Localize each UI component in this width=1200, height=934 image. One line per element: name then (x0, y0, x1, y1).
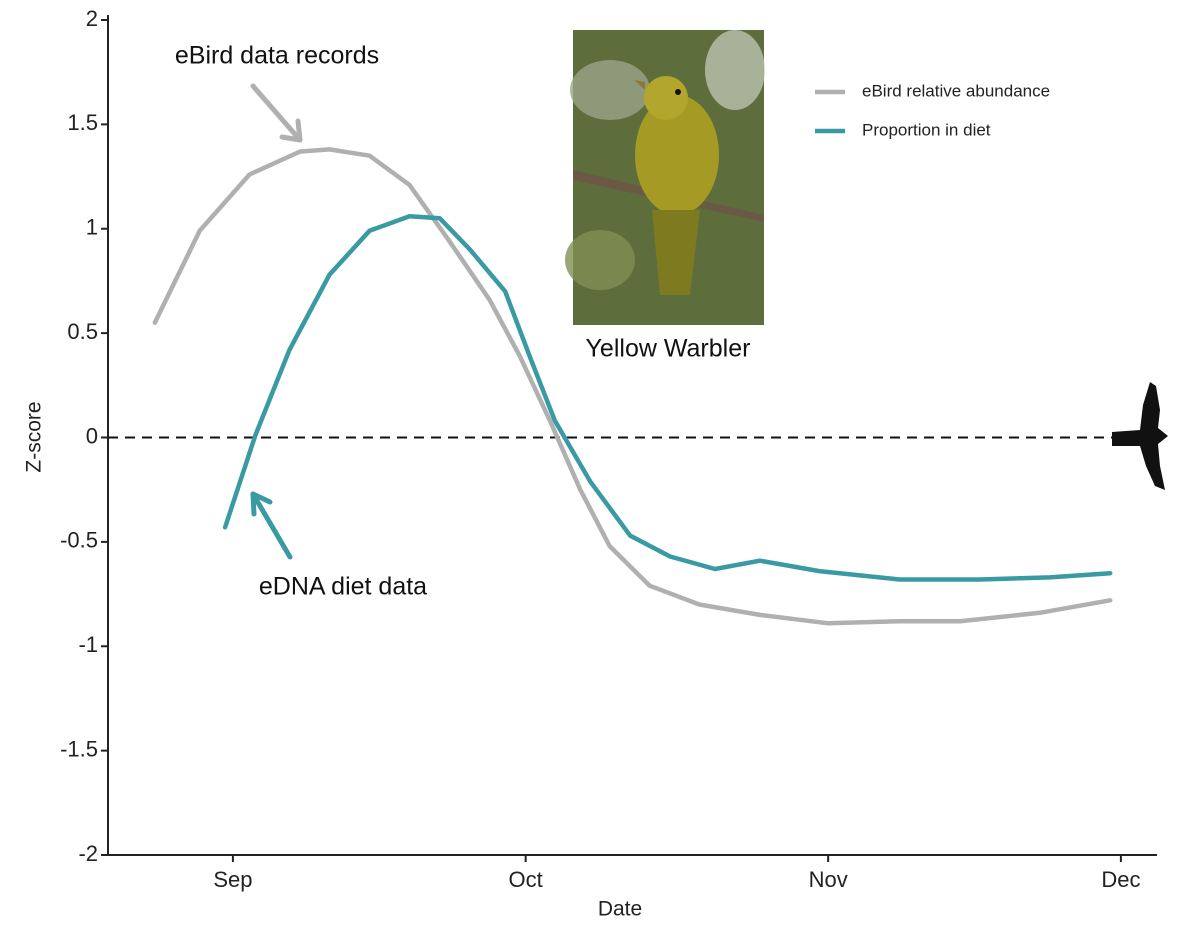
bird-photo (565, 30, 765, 325)
y-tick-label: -0.5 (60, 528, 98, 553)
y-axis-title: Z-score (23, 401, 46, 472)
x-tick-label: Oct (509, 867, 543, 892)
x-axis-title: Date (598, 898, 642, 921)
hawk-icon (1112, 382, 1168, 490)
y-tick-label: 1.5 (67, 110, 98, 135)
x-tick-label: Sep (213, 867, 252, 892)
annotation-arrow (250, 491, 293, 560)
photo-caption: Yellow Warbler (586, 335, 751, 363)
y-tick-label: 0 (86, 423, 98, 448)
x-tick-label: Nov (809, 867, 848, 892)
annotation: eDNA diet data (259, 573, 427, 601)
series-line (222, 213, 1113, 582)
y-tick-label: 0.5 (67, 319, 98, 344)
series-line (152, 147, 1113, 626)
y-tick-label: -1 (78, 632, 98, 657)
x-tick-label: Dec (1101, 867, 1140, 892)
annotation-arrow (250, 83, 303, 143)
y-tick-label: 1 (86, 215, 98, 240)
annotation: eBird data records (175, 42, 379, 70)
legend-label: eBird relative abundance (862, 81, 1050, 100)
y-tick-label: -1.5 (60, 736, 98, 761)
legend-label: Proportion in diet (862, 120, 991, 139)
y-tick-label: 2 (86, 6, 98, 31)
y-tick-label: -2 (78, 841, 98, 866)
